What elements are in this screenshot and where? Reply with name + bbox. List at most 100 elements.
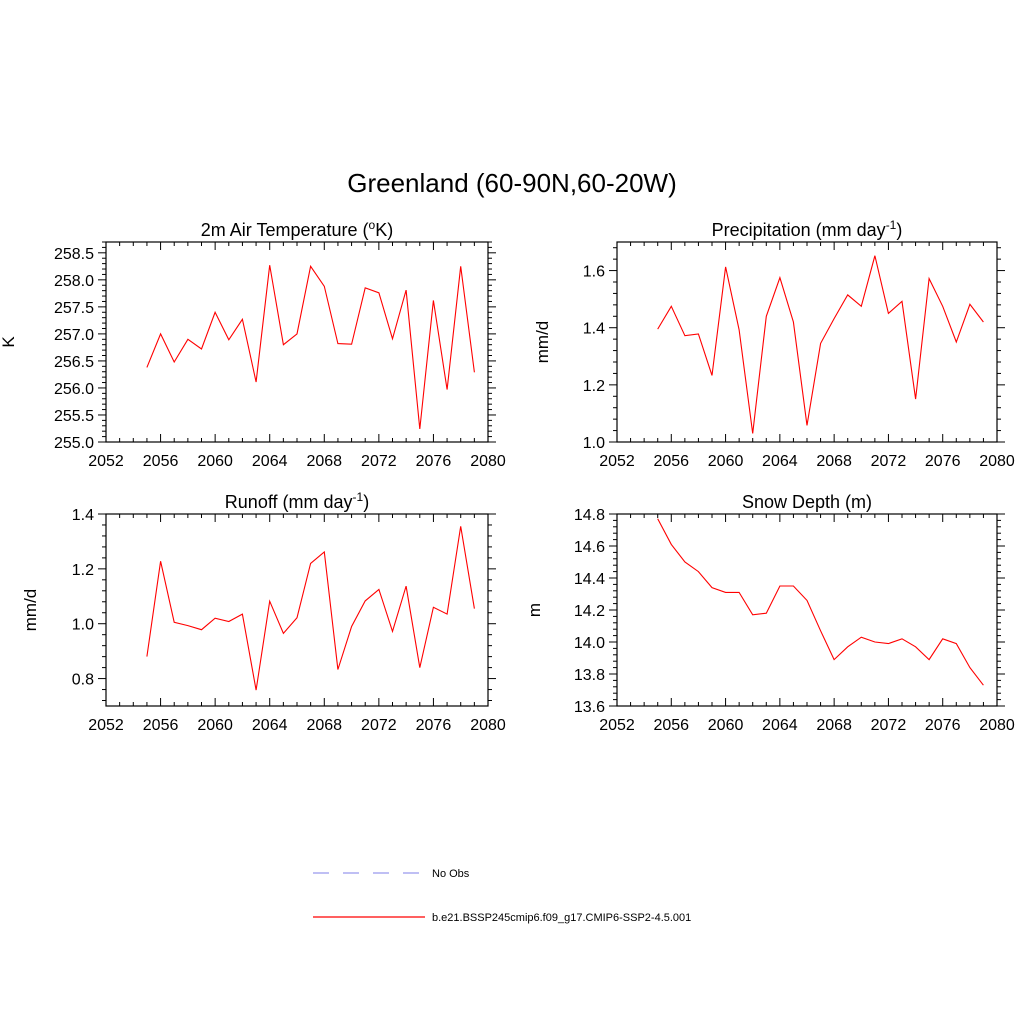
data-point bbox=[819, 629, 822, 632]
data-point bbox=[751, 432, 754, 435]
y-tick-label: 258.0 bbox=[54, 273, 94, 290]
x-tick-label: 2060 bbox=[708, 453, 744, 470]
y-tick-label: 1.4 bbox=[72, 507, 94, 524]
data-point bbox=[446, 388, 449, 391]
data-point bbox=[711, 374, 714, 377]
plot-frame bbox=[105, 241, 489, 443]
x-tick-label: 2076 bbox=[416, 717, 452, 734]
data-point bbox=[819, 342, 822, 345]
y-tick-label: 256.0 bbox=[54, 381, 94, 398]
data-point bbox=[268, 264, 271, 267]
data-point bbox=[473, 607, 476, 610]
data-point bbox=[982, 684, 985, 687]
panel-temperature: 2m Air Temperature (oK) K 2052 2056 2060 2064… bbox=[0, 218, 506, 470]
data-point bbox=[282, 343, 285, 346]
y-tick-label: 1.2 bbox=[72, 562, 94, 579]
data-point bbox=[255, 689, 258, 692]
data-point bbox=[145, 366, 148, 369]
panel-title: 2m Air Temperature (oK) bbox=[201, 218, 393, 240]
data-point bbox=[901, 637, 904, 640]
data-point bbox=[459, 525, 462, 528]
x-tick-label: 2056 bbox=[143, 453, 179, 470]
series-line bbox=[146, 264, 475, 430]
y-tick-label: 1.0 bbox=[583, 435, 605, 452]
x-tick-label: 2060 bbox=[197, 717, 233, 734]
x-tick-label: 2080 bbox=[470, 717, 506, 734]
data-point bbox=[792, 321, 795, 324]
data-point bbox=[846, 645, 849, 648]
x-tick-label: 2068 bbox=[816, 717, 852, 734]
x-tick-label: 2080 bbox=[979, 453, 1015, 470]
data-point bbox=[200, 628, 203, 631]
data-point bbox=[364, 286, 367, 289]
y-axis-label: mm/d bbox=[21, 589, 40, 632]
data-point bbox=[697, 333, 700, 336]
y-tick-label: 255.0 bbox=[54, 435, 94, 452]
y-tick-label: 13.8 bbox=[574, 667, 605, 684]
y-tick-label: 0.8 bbox=[72, 672, 94, 689]
data-point bbox=[227, 620, 230, 623]
y-tick-label: 13.6 bbox=[574, 699, 605, 716]
data-point bbox=[159, 332, 162, 335]
data-point bbox=[846, 293, 849, 296]
data-point bbox=[656, 517, 659, 520]
data-point bbox=[186, 338, 189, 341]
data-point bbox=[738, 328, 741, 331]
data-point bbox=[200, 348, 203, 351]
data-point bbox=[751, 613, 754, 616]
data-point bbox=[405, 289, 408, 292]
y-tick-label: 1.4 bbox=[583, 321, 605, 338]
x-tick-label: 2052 bbox=[88, 717, 124, 734]
data-point bbox=[806, 599, 809, 602]
y-tick-label: 258.5 bbox=[54, 246, 94, 263]
data-point bbox=[778, 276, 781, 279]
x-tick-label: 2076 bbox=[925, 453, 961, 470]
data-point bbox=[928, 658, 931, 661]
y-tick-label: 14.4 bbox=[574, 571, 605, 588]
data-point bbox=[792, 585, 795, 588]
x-tick-label: 2072 bbox=[871, 453, 907, 470]
data-point bbox=[405, 585, 408, 588]
plot-frame bbox=[616, 241, 998, 443]
y-tick-label: 1.6 bbox=[583, 264, 605, 281]
data-point bbox=[968, 666, 971, 669]
panel-title: Runoff (mm day-1) bbox=[225, 490, 369, 512]
x-tick-label: 2060 bbox=[708, 717, 744, 734]
data-point bbox=[268, 600, 271, 603]
y-tick-label: 1.0 bbox=[72, 617, 94, 634]
data-point bbox=[391, 337, 394, 340]
panel-runoff: Runoff (mm day-1) mm/d 2052 2056 2060 2064 206… bbox=[21, 490, 506, 734]
data-point bbox=[214, 617, 217, 620]
y-tick-label: 14.8 bbox=[574, 507, 605, 524]
data-point bbox=[982, 321, 985, 324]
data-point bbox=[282, 632, 285, 635]
x-tick-label: 2076 bbox=[925, 717, 961, 734]
y-tick-label: 1.2 bbox=[583, 378, 605, 395]
x-tick-label: 2072 bbox=[361, 453, 397, 470]
data-point bbox=[833, 317, 836, 320]
data-point bbox=[656, 328, 659, 331]
data-point bbox=[159, 560, 162, 563]
data-point bbox=[309, 265, 312, 268]
x-tick-label: 2056 bbox=[653, 717, 689, 734]
data-point bbox=[173, 361, 176, 364]
x-tick-label: 2056 bbox=[653, 453, 689, 470]
data-point bbox=[670, 305, 673, 308]
data-point bbox=[241, 613, 244, 616]
data-point bbox=[765, 315, 768, 318]
data-point bbox=[418, 666, 421, 669]
data-point bbox=[860, 305, 863, 308]
x-tick-label: 2056 bbox=[143, 717, 179, 734]
panel-title: Snow Depth (m) bbox=[742, 492, 872, 512]
x-tick-label: 2064 bbox=[252, 717, 288, 734]
x-tick-label: 2068 bbox=[306, 717, 342, 734]
data-point bbox=[432, 606, 435, 609]
data-point bbox=[391, 630, 394, 633]
data-point bbox=[941, 305, 944, 308]
data-point bbox=[887, 642, 890, 645]
x-tick-label: 2068 bbox=[816, 453, 852, 470]
plot-frame bbox=[616, 513, 998, 707]
data-point bbox=[377, 588, 380, 591]
series-line bbox=[657, 255, 984, 434]
